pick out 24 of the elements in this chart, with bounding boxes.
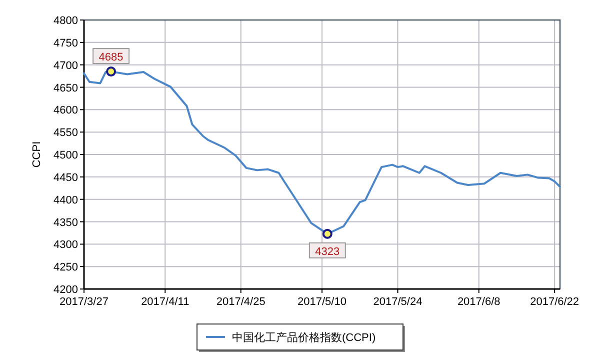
x-tick-label: 2017/6/8 [457,296,500,308]
x-tick-label: 2017/6/22 [530,296,580,308]
y-tick-label: 4400 [54,194,78,206]
x-tick-label: 2017/4/25 [216,296,266,308]
legend-label: 中国化工产品价格指数(CCPI) [232,331,376,344]
y-tick-label: 4200 [54,284,78,296]
x-tick-label: 2017/3/27 [60,296,108,308]
y-tick-label: 4450 [54,172,78,184]
annotation: 4685 [98,52,124,64]
y-tick-label: 4700 [54,60,78,72]
y-tick-label: 4750 [54,37,78,50]
y-tick-label: 4550 [54,127,78,140]
x-tick-label: 2017/5/10 [298,296,346,308]
y-tick-label: 4600 [54,104,78,117]
y-tick-label: 4800 [54,15,78,27]
x-tick-label: 2017/4/11 [141,296,190,308]
y-tick-label: 4300 [54,239,78,252]
y-tick-label: 4650 [54,82,78,94]
y-tick-label: 4500 [54,150,78,162]
y-axis-title: CCPI [31,141,43,168]
x-tick-label: 2017/5/24 [373,296,422,308]
annotation: 4323 [315,246,340,258]
y-tick-label: 4250 [54,262,78,274]
y-tick-label: 4350 [54,216,78,229]
